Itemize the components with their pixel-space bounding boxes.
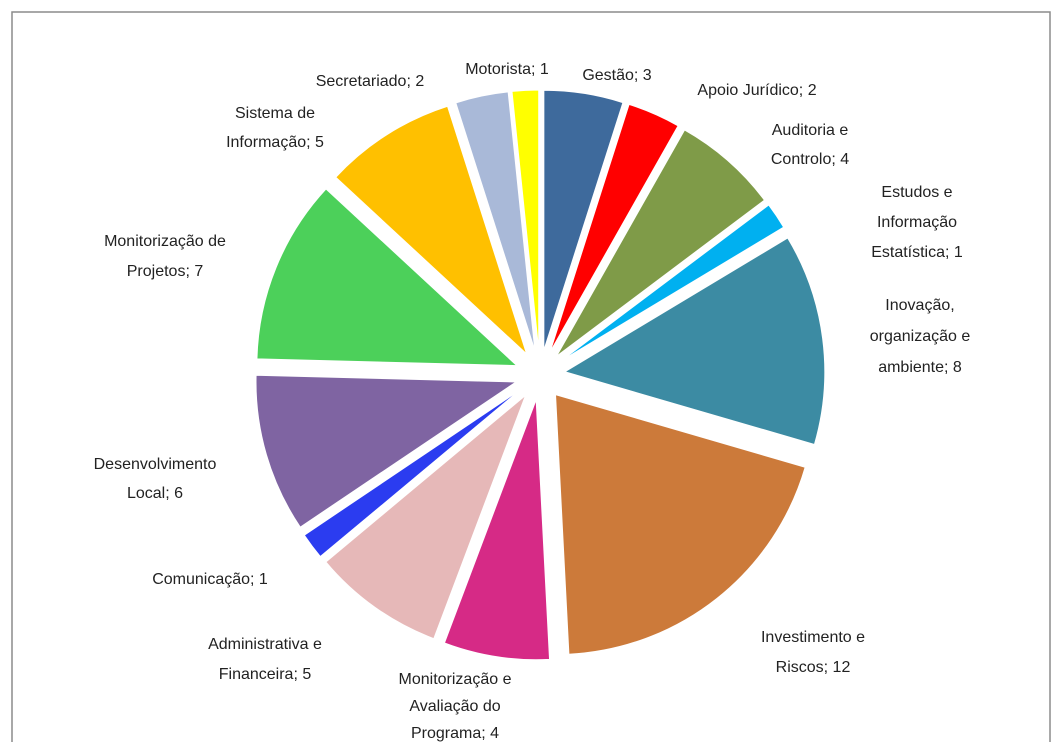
slice-label: Gestão; 3 bbox=[582, 67, 651, 84]
pie-slice bbox=[511, 89, 540, 351]
slice-label: Apoio Jurídico; 2 bbox=[697, 82, 816, 99]
pie-slice bbox=[549, 103, 679, 353]
pie-slice bbox=[256, 188, 519, 367]
slice-label: Comunicação; 1 bbox=[152, 571, 268, 588]
pie-slice bbox=[335, 105, 528, 356]
pie-slice bbox=[325, 393, 527, 640]
slice-label: ambiente; 8 bbox=[878, 359, 962, 376]
pie-slice bbox=[303, 389, 521, 558]
slice-label: Informação bbox=[877, 214, 957, 231]
pie-slice bbox=[560, 204, 785, 362]
pie-slice bbox=[556, 129, 766, 357]
slice-label: Local; 6 bbox=[127, 485, 183, 502]
slice-label: Motorista; 1 bbox=[465, 61, 549, 78]
slice-label: Riscos; 12 bbox=[776, 659, 851, 676]
slice-label: Monitorização e bbox=[399, 671, 512, 688]
slice-label: Desenvolvimento bbox=[94, 456, 217, 473]
slice-label: Inovação, bbox=[885, 297, 954, 314]
slice-label: organização e bbox=[870, 328, 971, 345]
slice-label: Avaliação do bbox=[409, 698, 500, 715]
slice-label: Auditoria e bbox=[772, 122, 849, 139]
pie-slice bbox=[554, 393, 806, 655]
slice-label: Secretariado; 2 bbox=[316, 73, 425, 90]
slice-label: Investimento e bbox=[761, 629, 865, 646]
slice-label: Projetos; 7 bbox=[127, 263, 204, 280]
slice-label: Informação; 5 bbox=[226, 134, 324, 151]
slice-label: Programa; 4 bbox=[411, 725, 499, 742]
slice-label: Sistema de bbox=[235, 105, 315, 122]
pie-slice bbox=[255, 374, 518, 528]
pie-slice bbox=[563, 237, 826, 446]
slice-label: Monitorização de bbox=[104, 233, 226, 250]
slice-label: Financeira; 5 bbox=[219, 666, 312, 683]
pie-slice bbox=[543, 89, 624, 351]
slice-label: Estudos e bbox=[881, 184, 952, 201]
slice-label: Administrativa e bbox=[208, 636, 322, 653]
slice-label: Controlo; 4 bbox=[771, 151, 849, 168]
pie-slice bbox=[443, 399, 551, 661]
slice-label: Estatística; 1 bbox=[871, 244, 963, 261]
pie-slice bbox=[455, 91, 536, 351]
